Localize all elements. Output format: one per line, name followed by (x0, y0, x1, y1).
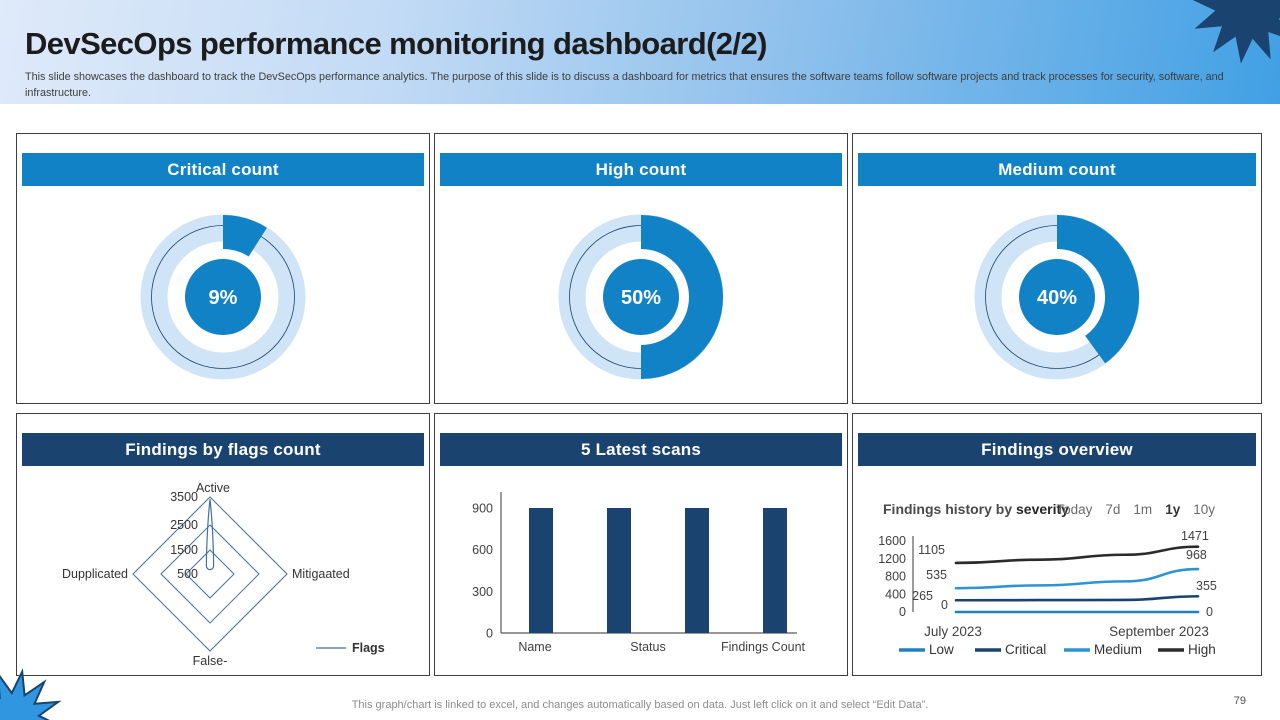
line-start-label: 1105 (918, 543, 945, 557)
bar-x-label: Status (630, 640, 665, 654)
donut-center-circle (603, 259, 679, 335)
line-series-medium (954, 567, 1200, 590)
findings-history-label: Findings history by severity (883, 501, 1069, 517)
line-y-tick: 1200 (878, 552, 906, 566)
page-title: DevSecOps performance monitoring dashboa… (25, 26, 767, 61)
panel-findings-overview: Findings overview Findings history by se… (852, 413, 1262, 676)
line-start-label: 0 (941, 598, 948, 612)
panel-medium-title: Medium count (858, 153, 1256, 186)
high-donut-chart: 50% (558, 214, 724, 380)
panel-critical-count: Critical count 9% (16, 133, 430, 404)
range-7d[interactable]: 7d (1105, 502, 1121, 517)
line-series-high (954, 545, 1200, 565)
burst-star-icon (1192, 0, 1280, 64)
line-y-tick: 800 (885, 570, 906, 584)
panel-latest-scans: 5 Latest scans 0 300 600 900 Name Status Findi… (434, 413, 848, 676)
findings-history-label-prefix: Findings history by (883, 501, 1017, 517)
bar (529, 508, 553, 633)
range-today[interactable]: Today (1056, 502, 1093, 517)
page-subtitle: This slide showcases the dashboard to tr… (25, 71, 1224, 100)
line-legend-label-low: Low (929, 642, 954, 657)
bar-y-tick: 600 (472, 543, 493, 557)
radar-axis-label-mitigated: Mitigaated (292, 567, 350, 581)
line-legend-label-medium: Medium (1094, 642, 1142, 657)
panel-overview-title: Findings overview (858, 433, 1256, 466)
line-x-label-end: September 2023 (1109, 624, 1209, 639)
panel-flags-title: Findings by flags count (22, 433, 424, 466)
radar-legend-label: Flags (352, 641, 385, 655)
radar-axis-label-active: Active (196, 481, 230, 495)
radar-series-flags (205, 499, 215, 571)
donut-center-circle (185, 259, 261, 335)
findings-history-label-severity: severity (1016, 501, 1069, 517)
donut-value-arc (222, 215, 267, 257)
burst-star-shape (1192, 0, 1280, 64)
footer-note: This graph/chart is linked to excel, and… (351, 699, 929, 711)
line-end-label: 355 (1196, 579, 1217, 593)
line-start-label: 535 (926, 568, 947, 582)
donut-percent-label: 40% (1037, 287, 1077, 309)
line-start-label: 265 (912, 589, 933, 603)
page-number: 79 (1233, 695, 1246, 707)
donut-percent-label: 50% (621, 287, 661, 309)
overview-line-chart: 0 400 800 1200 1600 0 0 265 355 535 968 1105 1471 Jul… (878, 529, 1217, 657)
line-legend-label-critical: Critical (1005, 642, 1046, 657)
line-y-tick: 0 (899, 605, 906, 619)
line-x-label-start: July 2023 (924, 624, 982, 639)
radar-ring-label: 500 (177, 567, 198, 581)
panel-findings-by-flags: Findings by flags count 3500 2500 1500 500 A… (16, 413, 430, 676)
time-range-selector: Today 7d 1m 1y 10y (1056, 502, 1215, 517)
line-end-label: 1471 (1181, 529, 1209, 543)
bar (685, 508, 709, 633)
donut-percent-label: 9% (209, 287, 238, 309)
radar-axis-label-false: False- (193, 654, 228, 668)
scans-bar-chart: 0 300 600 900 Name Status Findings Count (472, 492, 806, 654)
bar-y-tick: 0 (486, 627, 493, 641)
radar-grid-ring (132, 496, 288, 652)
radar-ring-label: 1500 (170, 543, 198, 557)
donut-center-circle (1019, 259, 1095, 335)
critical-donut-chart: 9% (140, 214, 306, 380)
radar-grid-ring (160, 524, 260, 624)
radar-grid-ring (185, 549, 235, 599)
medium-donut-chart: 40% (974, 214, 1140, 380)
line-series-critical (954, 594, 1200, 602)
panel-critical-title: Critical count (22, 153, 424, 186)
line-y-tick: 400 (885, 587, 906, 601)
range-1m[interactable]: 1m (1133, 502, 1153, 517)
burst-star-bottom-icon (0, 668, 62, 720)
slide-header: DevSecOps performance monitoring dashboa… (0, 0, 1280, 104)
donut-value-arc (1056, 215, 1139, 364)
panel-medium-count: Medium count 40% (852, 133, 1262, 404)
bar (607, 508, 631, 633)
bar-y-tick: 900 (472, 502, 493, 516)
line-end-label: 968 (1186, 548, 1207, 562)
radar-ring-label: 3500 (170, 490, 198, 504)
range-1y-selected[interactable]: 1y (1165, 502, 1181, 517)
line-legend-label-high: High (1188, 642, 1216, 657)
flags-radar-chart: 3500 2500 1500 500 Active Mitigaated False- Dup… (62, 481, 385, 668)
burst-star-shape (0, 668, 62, 720)
radar-axis-label-duplicated: Dupplicated (62, 567, 128, 581)
line-y-tick: 1600 (878, 534, 906, 548)
panel-scans-title: 5 Latest scans (440, 433, 842, 466)
bar (763, 508, 787, 633)
donut-value-arc (640, 215, 723, 379)
panel-high-count: High count 50% (434, 133, 848, 404)
radar-ring-label: 2500 (170, 518, 198, 532)
bar-x-label: Name (518, 640, 551, 654)
bar-y-tick: 300 (472, 585, 493, 599)
bar-x-label: Findings Count (721, 640, 806, 654)
panel-high-title: High count (440, 153, 842, 186)
line-end-label: 0 (1206, 605, 1213, 619)
range-10y[interactable]: 10y (1193, 502, 1215, 517)
